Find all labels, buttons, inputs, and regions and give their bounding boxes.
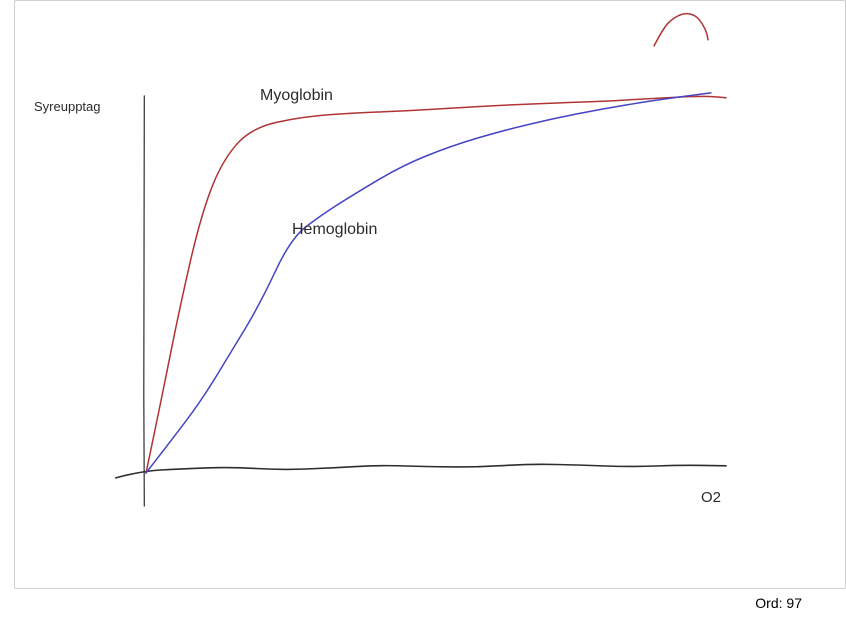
chart-strokes xyxy=(115,12,727,507)
y-axis-line xyxy=(143,95,145,507)
word-count-status[interactable]: Ord: 97 xyxy=(755,595,802,611)
drawing-canvas[interactable]: Syreupptag Myoglobin Hemoglobin O2 xyxy=(14,0,846,589)
myoglobin-curve-label: Myoglobin xyxy=(260,87,333,104)
red-scribble-top-right xyxy=(653,12,709,47)
hemoglobin-curve-label: Hemoglobin xyxy=(292,221,378,238)
hemoglobin-curve xyxy=(145,92,712,474)
myoglobin-curve xyxy=(145,95,727,474)
y-axis-label: Syreupptag xyxy=(34,99,101,114)
x-axis-label: O2 xyxy=(701,489,722,506)
x-axis-baseline xyxy=(115,463,727,479)
